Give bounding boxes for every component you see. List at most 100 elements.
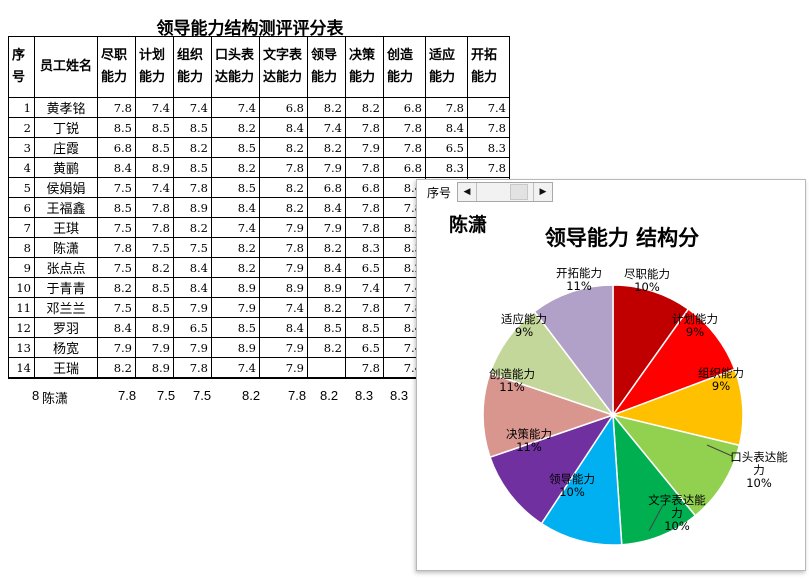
score-cell: 7.5 (173, 237, 212, 258)
summary-value: 8.2 (242, 388, 261, 403)
score-cell: 6.8 (345, 177, 384, 198)
score-cell (307, 357, 346, 379)
row-seq: 11 (8, 297, 35, 318)
score-cell: 7.4 (135, 177, 174, 198)
scroll-right-button[interactable]: ▶ (533, 183, 552, 201)
header-decision: 决策能力 (345, 36, 384, 98)
score-cell: 7.8 (467, 117, 510, 138)
score-cell: 8.2 (259, 197, 308, 218)
score-cell: 6.8 (259, 97, 308, 118)
chart-panel[interactable]: 序号 ◀ ▶ 陈潇 领导能力 结构分 尽职能力 10% 计划能力 9% 组织能力 9% 口头… (416, 179, 806, 571)
score-cell: 7.8 (383, 117, 426, 138)
row-name: 王琪 (34, 217, 98, 238)
row-seq: 13 (8, 337, 35, 358)
score-cell: 8.9 (211, 277, 260, 298)
score-cell: 7.8 (97, 237, 136, 258)
score-cell: 8.5 (135, 297, 174, 318)
slice-percent: 9% (686, 325, 704, 339)
pie-slice (482, 372, 616, 459)
score-cell: 7.8 (173, 357, 212, 379)
slice-label: 决策能力 (506, 427, 552, 441)
row-name: 罗羽 (34, 317, 98, 338)
summary-value: 7.5 (193, 388, 212, 403)
score-cell: 8.5 (211, 177, 260, 198)
header-name: 员工姓名 (34, 36, 98, 98)
pie-slice (540, 412, 623, 546)
score-cell: 7.9 (259, 257, 308, 278)
score-cell: 7.5 (97, 257, 136, 278)
summary-value: 8.3 (390, 388, 409, 403)
score-cell: 8.2 (211, 117, 260, 138)
score-cell: 7.9 (173, 337, 212, 358)
summary-name: 陈潇 (42, 391, 69, 406)
score-cell: 7.8 (259, 157, 308, 178)
score-cell: 7.8 (345, 217, 384, 238)
score-cell: 8.5 (135, 277, 174, 298)
row-name: 丁锐 (34, 117, 98, 138)
score-cell: 8.2 (97, 357, 136, 379)
sheet-title: 领导能力结构测评评分表 (156, 19, 344, 39)
score-cell: 8.5 (211, 137, 260, 158)
score-cell: 8.5 (173, 117, 212, 138)
row-name: 王福鑫 (34, 197, 98, 218)
pie-slice (488, 310, 616, 417)
score-cell: 8.4 (307, 197, 346, 218)
row-seq: 1 (8, 97, 35, 118)
score-cell: 7.8 (425, 97, 468, 118)
header-writing: 文字表达能力 (259, 36, 308, 98)
score-cell: 7.9 (97, 337, 136, 358)
score-cell: 8.2 (211, 157, 260, 178)
score-cell: 8.4 (97, 317, 136, 338)
slice-label: 领导能力 (549, 472, 595, 486)
score-cell: 7.4 (345, 277, 384, 298)
slice-percent: 10% (634, 280, 660, 294)
score-cell: 7.9 (135, 337, 174, 358)
score-cell: 8.2 (307, 97, 346, 118)
score-cell: 8.2 (259, 177, 308, 198)
score-cell: 8.5 (97, 117, 136, 138)
scroll-left-button[interactable]: ◀ (458, 183, 477, 201)
score-cell: 6.8 (97, 137, 136, 158)
row-seq: 6 (8, 197, 35, 218)
row-name: 庄霞 (34, 137, 98, 158)
score-cell: 7.5 (135, 237, 174, 258)
header-row: 序号 员工姓名 尽职能力 计划能力 组织能力 口头表达能力 文字表达能力 领导能… (8, 36, 510, 98)
pie-slice (610, 368, 744, 447)
row-seq: 5 (8, 177, 35, 198)
score-cell: 8.4 (173, 277, 212, 298)
slice-percent: 9% (515, 325, 533, 339)
table-row: 1 黄孝铭 7.8 7.4 7.4 7.4 6.8 8.2 8.2 6.8 7.8 7.4 (8, 97, 510, 118)
slice-percent: 11% (516, 440, 542, 454)
score-cell: 7.5 (97, 297, 136, 318)
scroll-thumb[interactable] (510, 184, 528, 200)
pie-chart: 尽职能力10%计划能力9%组织能力9%口头表达能力10%文字表达能力10%领导能… (482, 266, 788, 546)
score-cell: 7.4 (467, 97, 510, 118)
header-creativity: 创造能力 (383, 36, 426, 98)
score-cell: 8.2 (307, 337, 346, 358)
score-cell: 8.2 (97, 277, 136, 298)
score-cell: 6.8 (383, 157, 426, 178)
row-seq: 3 (8, 137, 35, 158)
score-cell: 8.2 (211, 257, 260, 278)
score-cell: 7.8 (135, 217, 174, 238)
score-cell: 8.5 (211, 317, 260, 338)
row-seq: 10 (8, 277, 35, 298)
score-cell: 8.2 (173, 217, 212, 238)
score-cell: 7.8 (345, 357, 384, 379)
score-cell: 7.4 (211, 217, 260, 238)
score-cell: 7.8 (345, 117, 384, 138)
score-cell: 8.4 (97, 157, 136, 178)
slice-percent: 10% (746, 476, 772, 490)
score-cell: 7.8 (467, 157, 510, 178)
row-name: 陈潇 (34, 237, 98, 258)
seq-scrollbar[interactable]: ◀ ▶ (457, 182, 553, 202)
score-cell: 8.3 (345, 237, 384, 258)
score-cell: 7.5 (97, 217, 136, 238)
pie-slice (610, 307, 736, 417)
row-seq: 9 (8, 257, 35, 278)
score-cell: 8.2 (173, 137, 212, 158)
score-cell: 8.4 (211, 197, 260, 218)
score-cell: 8.2 (211, 237, 260, 258)
slice-percent: 9% (712, 379, 730, 393)
employee-name: 陈潇 (449, 214, 488, 236)
